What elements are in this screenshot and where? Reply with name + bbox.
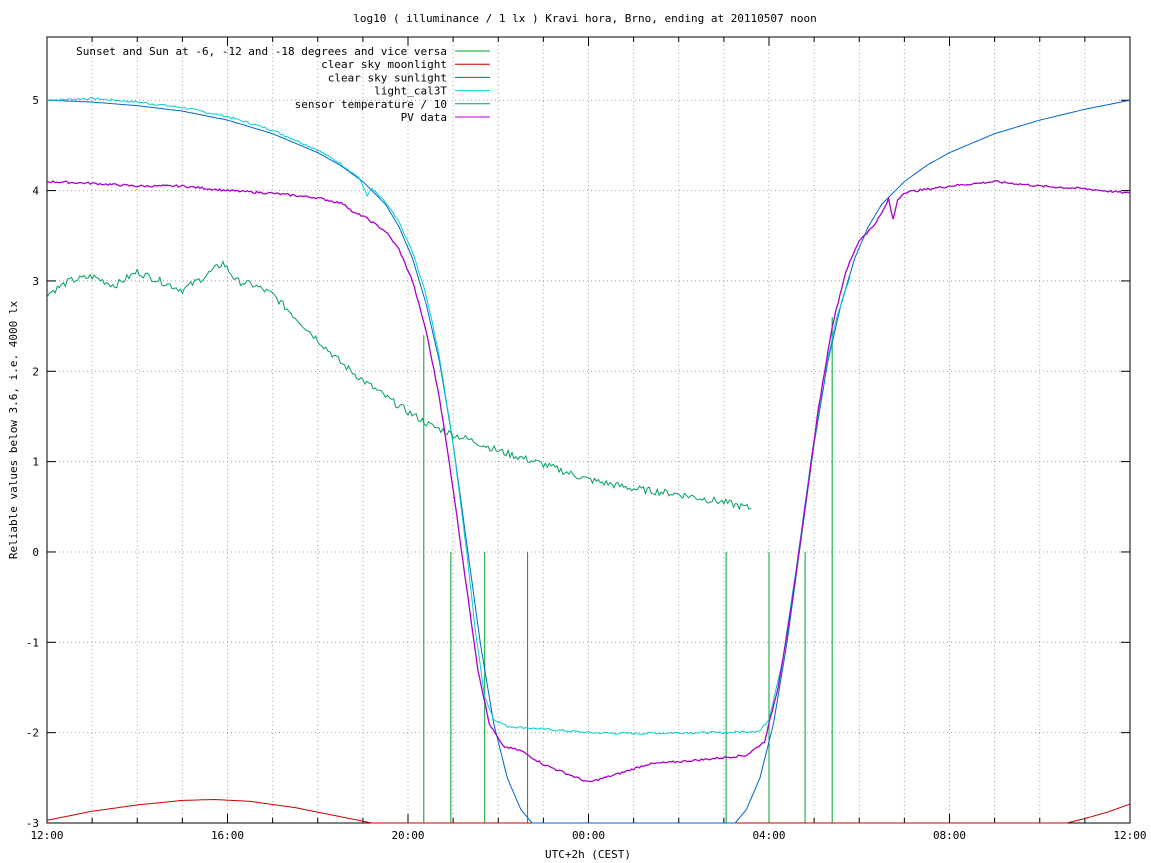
x-axis-label: UTC+2h (CEST) <box>545 848 631 861</box>
y-tick-label: -3 <box>26 817 39 830</box>
y-tick-label: 1 <box>32 456 39 469</box>
x-tick-label: 12:00 <box>30 829 63 842</box>
x-tick-label: 00:00 <box>572 829 605 842</box>
y-tick-label: 0 <box>32 546 39 559</box>
legend-label: light_cal3T <box>374 85 447 98</box>
series-5 <box>46 260 752 511</box>
y-tick-label: -1 <box>26 636 39 649</box>
legend-label: sensor temperature / 10 <box>295 98 447 111</box>
x-tick-label: 16:00 <box>211 829 244 842</box>
y-tick-label: 5 <box>32 94 39 107</box>
series-line <box>46 99 1131 824</box>
series-line <box>46 96 851 736</box>
series-line <box>46 180 1131 783</box>
y-axis-label: Reliable values below 3.6, i.e. 4000 lx <box>7 300 20 559</box>
chart-title: log10 ( illuminance / 1 lx ) Kravi hora,… <box>353 12 817 25</box>
legend-label: PV data <box>401 111 447 124</box>
y-tick-label: 2 <box>32 365 39 378</box>
series-6 <box>46 180 1131 783</box>
series-3 <box>46 99 1131 824</box>
grid <box>47 37 1130 824</box>
x-tick-label: 08:00 <box>933 829 966 842</box>
x-tick-label: 20:00 <box>391 829 424 842</box>
y-tick-label: 4 <box>32 185 39 198</box>
legend-label: Sunset and Sun at -6, -12 and -18 degree… <box>76 45 447 58</box>
series-4 <box>46 96 851 736</box>
series-line <box>46 260 752 511</box>
y-tick-label: 3 <box>32 275 39 288</box>
y-tick-label: -2 <box>26 727 39 740</box>
x-tick-label: 04:00 <box>752 829 785 842</box>
legend-label: clear sky sunlight <box>328 71 447 84</box>
plot-area <box>46 96 1131 824</box>
series-1 <box>423 317 833 823</box>
legend-label: clear sky moonlight <box>321 58 447 71</box>
legend: Sunset and Sun at -6, -12 and -18 degree… <box>76 45 490 124</box>
x-tick-label: 12:00 <box>1113 829 1146 842</box>
